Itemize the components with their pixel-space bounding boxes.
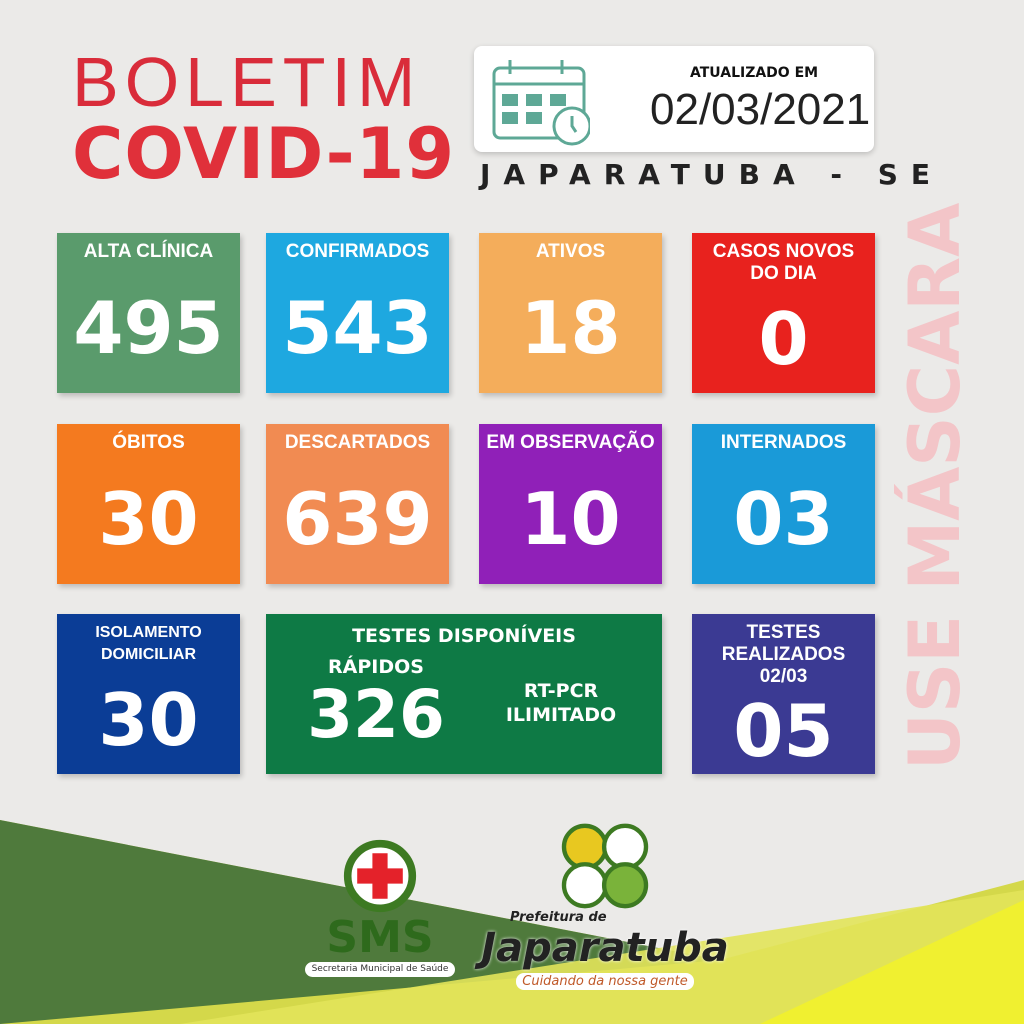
city-name: JAPARATUBA - SE [480, 158, 944, 191]
card-obitos: ÓBITOS 30 [57, 424, 240, 584]
prefeitura-logo: Prefeitura de Japaratuba Cuidando da nos… [480, 822, 730, 1012]
card-value: 10 [520, 477, 621, 561]
date-box [474, 46, 874, 152]
title-covid: COVID-19 [72, 113, 456, 195]
card-casos-novos-do-dia: CASOS NOVOS DO DIA 0 [692, 233, 875, 393]
card-value: 30 [98, 477, 199, 561]
card-confirmados: CONFIRMADOS 543 [266, 233, 449, 393]
red-cross-icon [343, 839, 417, 913]
card-value: 495 [73, 286, 224, 370]
card-label: DESCARTADOS [284, 432, 431, 453]
card-label: EM OBSERVAÇÃO [486, 432, 655, 453]
card-value: 0 [758, 297, 809, 381]
card-label: INTERNADOS [720, 432, 847, 453]
card-label: TESTES REALIZADOS 02/03 [721, 622, 846, 687]
card-descartados: DESCARTADOS 639 [266, 424, 449, 584]
prefeitura-slogan: Cuidando da nossa gente [516, 973, 694, 990]
sms-text: SMS [326, 912, 434, 963]
clover-emblem-icon [561, 823, 649, 909]
card-value: 30 [98, 678, 199, 762]
use-mask-text: USE MÁSCARA [894, 202, 976, 770]
card-label: ALTA CLÍNICA [83, 241, 214, 262]
card-label: ATIVOS [535, 241, 606, 262]
pcr-label: RT-PCR [523, 680, 599, 702]
sms-subtitle: Secretaria Municipal de Saúde [305, 962, 455, 977]
rapid-label: RÁPIDOS [328, 656, 424, 678]
card-value: 543 [282, 286, 433, 370]
prefeitura-city: Japaratuba [481, 925, 729, 971]
card-label: ISOLAMENTO DOMICILIAR [95, 624, 202, 663]
pcr-value: ILIMITADO [505, 704, 617, 726]
calendar-clock-icon [492, 60, 590, 146]
updated-label: ATUALIZADO EM [690, 65, 819, 81]
prefeitura-label: Prefeitura de [510, 910, 607, 925]
card-isolamento-domiciliar: ISOLAMENTO DOMICILIAR 30 [57, 614, 240, 774]
card-value: 03 [733, 477, 834, 561]
card-internados: INTERNADOS 03 [692, 424, 875, 584]
rapid-value: 326 [307, 676, 445, 753]
card-label: CONFIRMADOS [285, 241, 430, 262]
card-testes-disponiveis: TESTES DISPONÍVEIS RÁPIDOS 326 RT-PCR IL… [266, 614, 662, 774]
card-testes-realizados-0203: TESTES REALIZADOS 02/03 05 [692, 614, 875, 774]
card-em-observacao: EM OBSERVAÇÃO 10 [479, 424, 662, 584]
card-alta-clinica: ALTA CLÍNICA 495 [57, 233, 240, 393]
sms-logo: SMS Secretaria Municipal de Saúde [305, 838, 455, 998]
card-value: 639 [282, 477, 433, 561]
title-boletim: BOLETIM [72, 43, 422, 121]
tests-label: TESTES DISPONÍVEIS [352, 625, 576, 647]
card-value: 05 [733, 689, 834, 773]
updated-date: 02/03/2021 [650, 85, 871, 134]
card-value: 18 [520, 286, 621, 370]
card-label: ÓBITOS [112, 432, 185, 453]
card-label: CASOS NOVOS DO DIA [712, 241, 855, 284]
card-ativos: ATIVOS 18 [479, 233, 662, 393]
